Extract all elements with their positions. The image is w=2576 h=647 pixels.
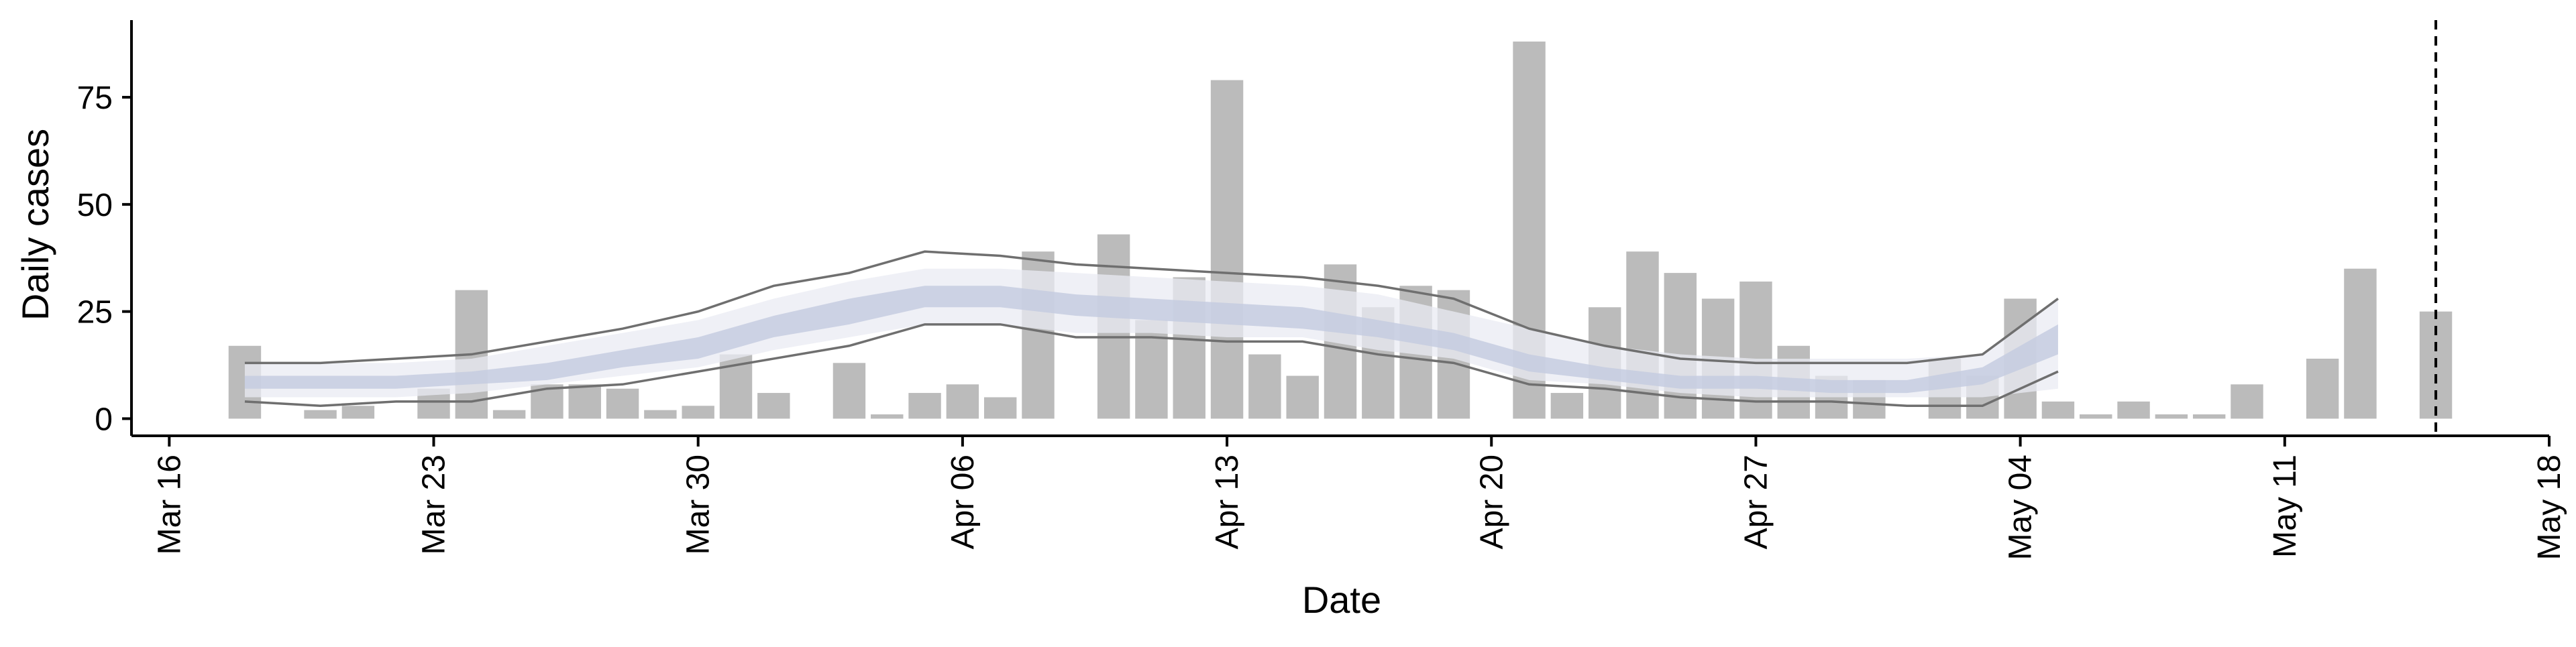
bar bbox=[606, 388, 639, 419]
bar bbox=[1248, 354, 1281, 419]
bar bbox=[304, 410, 337, 419]
bar bbox=[1739, 281, 1772, 419]
x-tick-label: May 11 bbox=[2267, 455, 2303, 558]
bar bbox=[341, 406, 375, 419]
bar bbox=[1210, 80, 1244, 419]
x-tick-label: May 18 bbox=[2532, 455, 2567, 560]
bar bbox=[871, 414, 904, 419]
y-tick-label: 75 bbox=[77, 80, 113, 116]
outer-credible-band bbox=[244, 268, 2058, 398]
bar bbox=[2080, 414, 2112, 419]
x-tick-label: Apr 06 bbox=[945, 455, 981, 549]
bar bbox=[908, 393, 941, 419]
x-tick-label: May 04 bbox=[2003, 455, 2039, 560]
bar bbox=[644, 410, 677, 419]
bar bbox=[2117, 401, 2150, 419]
x-axis-title: Date bbox=[1302, 579, 1381, 621]
bar bbox=[757, 393, 790, 419]
x-tick-label: Apr 13 bbox=[1210, 455, 1245, 549]
bar bbox=[2155, 414, 2188, 419]
bar bbox=[983, 397, 1017, 419]
bar bbox=[568, 384, 601, 419]
axes: 0 25 50 75 Mar 16 Mar 23 Mar 30 Apr 06 Apr 13 Apr… bbox=[77, 20, 2567, 560]
bar bbox=[2231, 384, 2263, 419]
lower-bound-line bbox=[244, 323, 2059, 408]
bar bbox=[1664, 273, 1697, 419]
y-axis-title: Daily cases bbox=[14, 129, 56, 320]
bar bbox=[2306, 358, 2339, 419]
upper-bound-line bbox=[244, 250, 2059, 365]
x-tick-label: Apr 27 bbox=[1738, 455, 1774, 549]
bar bbox=[833, 363, 866, 419]
x-tick-label: Mar 30 bbox=[681, 455, 716, 554]
x-tick-label: Apr 20 bbox=[1474, 455, 1509, 549]
y-tick-label: 0 bbox=[95, 402, 113, 437]
bar bbox=[946, 384, 979, 419]
y-tick-label: 25 bbox=[77, 295, 113, 331]
bar bbox=[492, 410, 526, 419]
plot-area bbox=[228, 20, 2453, 436]
bar bbox=[2344, 268, 2377, 419]
bar bbox=[2041, 401, 2075, 419]
bar bbox=[1550, 393, 1584, 419]
x-tick-label: Mar 23 bbox=[417, 455, 452, 554]
bar bbox=[1135, 320, 1168, 419]
y-tick-label: 50 bbox=[77, 188, 113, 223]
bar bbox=[2192, 414, 2226, 419]
x-tick-label: Mar 16 bbox=[152, 455, 187, 554]
bar bbox=[1286, 375, 1319, 419]
bar bbox=[682, 406, 714, 419]
inner-credible-band bbox=[244, 286, 2058, 394]
